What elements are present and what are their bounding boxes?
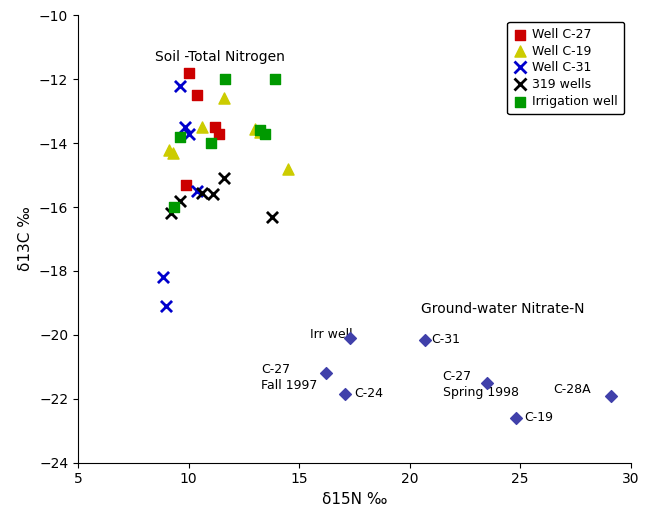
Text: C-19: C-19 bbox=[525, 411, 553, 425]
Text: Soil -Total Nitrogen: Soil -Total Nitrogen bbox=[155, 50, 285, 64]
Text: C-28A: C-28A bbox=[553, 382, 591, 396]
Point bbox=[214, 130, 225, 138]
Point bbox=[259, 130, 270, 138]
Text: C-27: C-27 bbox=[261, 363, 291, 376]
X-axis label: δ15N ‰: δ15N ‰ bbox=[322, 492, 387, 507]
Text: C-24: C-24 bbox=[354, 388, 383, 400]
Point bbox=[196, 123, 207, 132]
Point bbox=[181, 180, 192, 189]
Text: Spring 1998: Spring 1998 bbox=[443, 386, 519, 399]
Point bbox=[180, 123, 190, 132]
Text: C-31: C-31 bbox=[432, 333, 461, 346]
Point bbox=[158, 273, 168, 282]
Point bbox=[169, 203, 179, 211]
Point bbox=[161, 302, 172, 310]
Point bbox=[183, 69, 194, 77]
Point bbox=[218, 174, 229, 182]
Point bbox=[210, 123, 220, 132]
Point bbox=[205, 139, 216, 148]
Point bbox=[174, 82, 185, 90]
Point bbox=[255, 128, 266, 136]
Point bbox=[168, 149, 178, 157]
Point bbox=[250, 125, 260, 133]
Point bbox=[183, 130, 194, 138]
Point bbox=[174, 133, 185, 141]
Point bbox=[267, 213, 278, 221]
Point bbox=[482, 379, 492, 387]
Point bbox=[192, 91, 203, 99]
Point bbox=[605, 392, 616, 400]
Point bbox=[420, 336, 430, 344]
Point bbox=[166, 209, 176, 217]
Point bbox=[220, 75, 230, 83]
Point bbox=[340, 390, 350, 398]
Point bbox=[344, 334, 355, 342]
Point bbox=[174, 196, 185, 205]
Point bbox=[163, 145, 174, 154]
Point bbox=[270, 75, 280, 83]
Point bbox=[320, 369, 331, 377]
Point bbox=[196, 189, 207, 197]
Text: Ground-water Nitrate-N: Ground-water Nitrate-N bbox=[421, 302, 584, 316]
Point bbox=[192, 187, 203, 195]
Point bbox=[255, 126, 266, 135]
Legend: Well C-27, Well C-19, Well C-31, 319 wells, Irrigation well: Well C-27, Well C-19, Well C-31, 319 wel… bbox=[507, 22, 624, 114]
Point bbox=[207, 190, 218, 198]
Text: C-27: C-27 bbox=[443, 370, 472, 383]
Text: Fall 1997: Fall 1997 bbox=[261, 379, 318, 393]
Point bbox=[510, 414, 521, 422]
Point bbox=[283, 164, 293, 173]
Text: Irr well: Irr well bbox=[310, 328, 353, 341]
Point bbox=[218, 95, 229, 103]
Y-axis label: δ13C ‰: δ13C ‰ bbox=[18, 207, 33, 271]
